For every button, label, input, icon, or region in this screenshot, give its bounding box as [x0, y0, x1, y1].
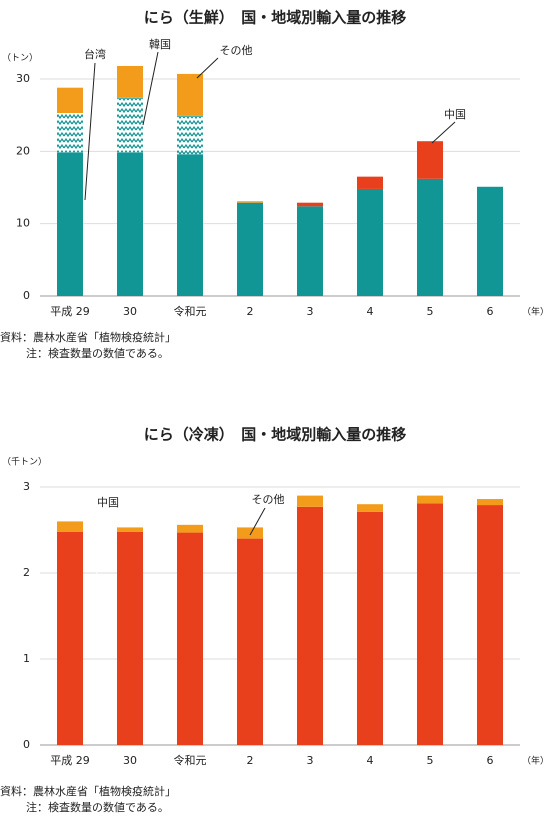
x-tick-label: 6 [487, 305, 494, 318]
x-tick-label: 平成 29 [50, 754, 90, 767]
bar-segment [357, 188, 383, 296]
y-tick-label: 30 [16, 72, 30, 85]
series-label: 中国 [444, 108, 466, 121]
bar-segment [417, 178, 443, 296]
y-tick-label: 20 [16, 144, 30, 157]
label-pointer [91, 511, 106, 611]
x-tick-label: 6 [487, 754, 494, 767]
label-pointer [84, 62, 96, 201]
y-tick-label: 0 [23, 738, 30, 751]
bar-segment [177, 115, 203, 155]
bar-segment [117, 531, 143, 745]
x-tick-label: 3 [307, 305, 314, 318]
y-tick-label: 0 [23, 289, 30, 302]
bar-segment [237, 538, 263, 745]
bar-segment [477, 505, 503, 745]
bar-segment [57, 112, 83, 153]
x-tick-label: 30 [123, 754, 137, 767]
bar-segment [237, 202, 263, 296]
bar-segment [297, 495, 323, 507]
bar-segment [177, 73, 203, 116]
bar-segment [57, 521, 83, 532]
bar-segment [237, 201, 263, 203]
y-tick-label: 3 [23, 480, 30, 493]
label-pointer [142, 51, 159, 126]
x-tick-label: 4 [367, 754, 374, 767]
bar-segment [117, 527, 143, 532]
series-label: 台湾 [84, 47, 106, 61]
x-tick-label: 令和元 [174, 304, 207, 318]
bar-segment [297, 206, 323, 296]
bar-segment [357, 511, 383, 745]
bar-segment [177, 524, 203, 533]
y-tick-label: 10 [16, 217, 30, 230]
series-label: 韓国 [149, 38, 171, 51]
source: 資料：農林水産省「植物検疫統計」 [0, 330, 176, 344]
bar-segment [477, 499, 503, 506]
series-label: その他 [252, 493, 285, 506]
x-tick-label: 2 [247, 305, 254, 318]
bar-segment [417, 141, 443, 179]
x-tick-label: 令和元 [174, 753, 207, 767]
bar-segment [357, 504, 383, 512]
bar-segment [177, 532, 203, 745]
x-tick-label: 5 [427, 305, 434, 318]
bar-segment [117, 97, 143, 153]
note: 注：検査数量の数値である。 [26, 346, 169, 360]
x-tick-label: 4 [367, 305, 374, 318]
label-pointer [431, 121, 456, 144]
x-unit: （年） [522, 755, 549, 767]
bar-segment [177, 154, 203, 296]
x-tick-label: 2 [247, 754, 254, 767]
label-pointer [249, 507, 266, 536]
bar-segment [477, 186, 503, 296]
bar-segment [237, 527, 263, 539]
label-pointer [196, 57, 219, 79]
x-tick-label: 5 [427, 754, 434, 767]
bar-segment [357, 176, 383, 189]
y-unit: （千トン） [2, 457, 47, 468]
bar-segment [297, 506, 323, 745]
y-unit: （トン） [2, 53, 38, 64]
x-tick-label: 30 [123, 305, 137, 318]
x-tick-label: 平成 29 [50, 305, 90, 318]
series-label: その他 [220, 44, 253, 57]
y-tick-label: 1 [23, 652, 30, 665]
x-tick-label: 3 [307, 754, 314, 767]
chart-title: にら（冷凍） 国・地域別輸入量の推移 [144, 426, 407, 444]
bar-segment [117, 65, 143, 98]
bar-segment [57, 87, 83, 113]
y-tick-label: 2 [23, 566, 30, 579]
note: 注：検査数量の数値である。 [26, 800, 169, 814]
source: 資料：農林水産省「植物検疫統計」 [0, 784, 176, 798]
x-unit: （年） [522, 306, 549, 318]
chart-title: にら（生鮮） 国・地域別輸入量の推移 [144, 9, 407, 27]
series-label: 中国 [97, 496, 119, 509]
bar-segment [417, 503, 443, 745]
bar-segment [117, 152, 143, 296]
bar-segment [417, 495, 443, 504]
bar-segment [57, 152, 83, 296]
bar-segment [297, 202, 323, 207]
bar-segment [57, 531, 83, 745]
